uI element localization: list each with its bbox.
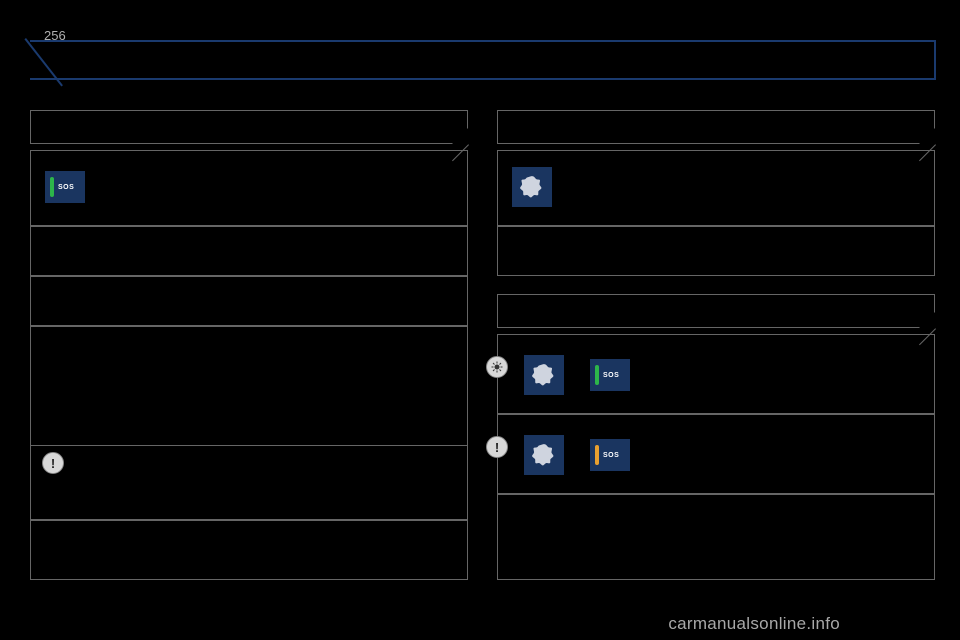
header-notch-diagonal (28, 40, 68, 80)
indicator-bar-green (595, 365, 599, 385)
right-box-3: SOS (497, 334, 935, 414)
right-box-1 (497, 150, 935, 226)
left-box-3 (30, 276, 468, 326)
header-corner-cut (919, 128, 935, 144)
lion-icon (531, 362, 557, 388)
right-section-header-2 (497, 294, 935, 328)
right-box-2 (497, 226, 935, 276)
peugeot-lion-button (524, 355, 564, 395)
right-section-header-1 (497, 110, 935, 144)
sos-button-green: SOS (45, 171, 85, 203)
header-corner-cut (919, 312, 935, 328)
left-section-header (30, 110, 468, 144)
left-box-5 (30, 520, 468, 580)
lion-icon (519, 174, 545, 200)
right-box-4: SOS (497, 414, 935, 494)
sos-label: SOS (603, 372, 619, 379)
indicator-bar-orange (595, 445, 599, 465)
peugeot-lion-button (512, 167, 552, 207)
header-frame (30, 40, 936, 80)
warning-icon: ! (486, 436, 508, 458)
left-box-2 (30, 226, 468, 276)
left-box-4 (30, 326, 468, 446)
sos-label: SOS (603, 452, 619, 459)
bulb-icon (486, 356, 508, 378)
left-box-1: SOS (30, 150, 468, 226)
left-box-4b (30, 446, 468, 520)
right-box-5 (497, 494, 935, 580)
watermark: carmanualsonline.info (668, 614, 840, 634)
sos-button-green: SOS (590, 359, 630, 391)
peugeot-lion-button (524, 435, 564, 475)
sos-button-orange: SOS (590, 439, 630, 471)
header-corner-cut (452, 128, 468, 144)
lion-icon (531, 442, 557, 468)
sos-label: SOS (58, 184, 74, 191)
indicator-bar-green (50, 177, 54, 197)
